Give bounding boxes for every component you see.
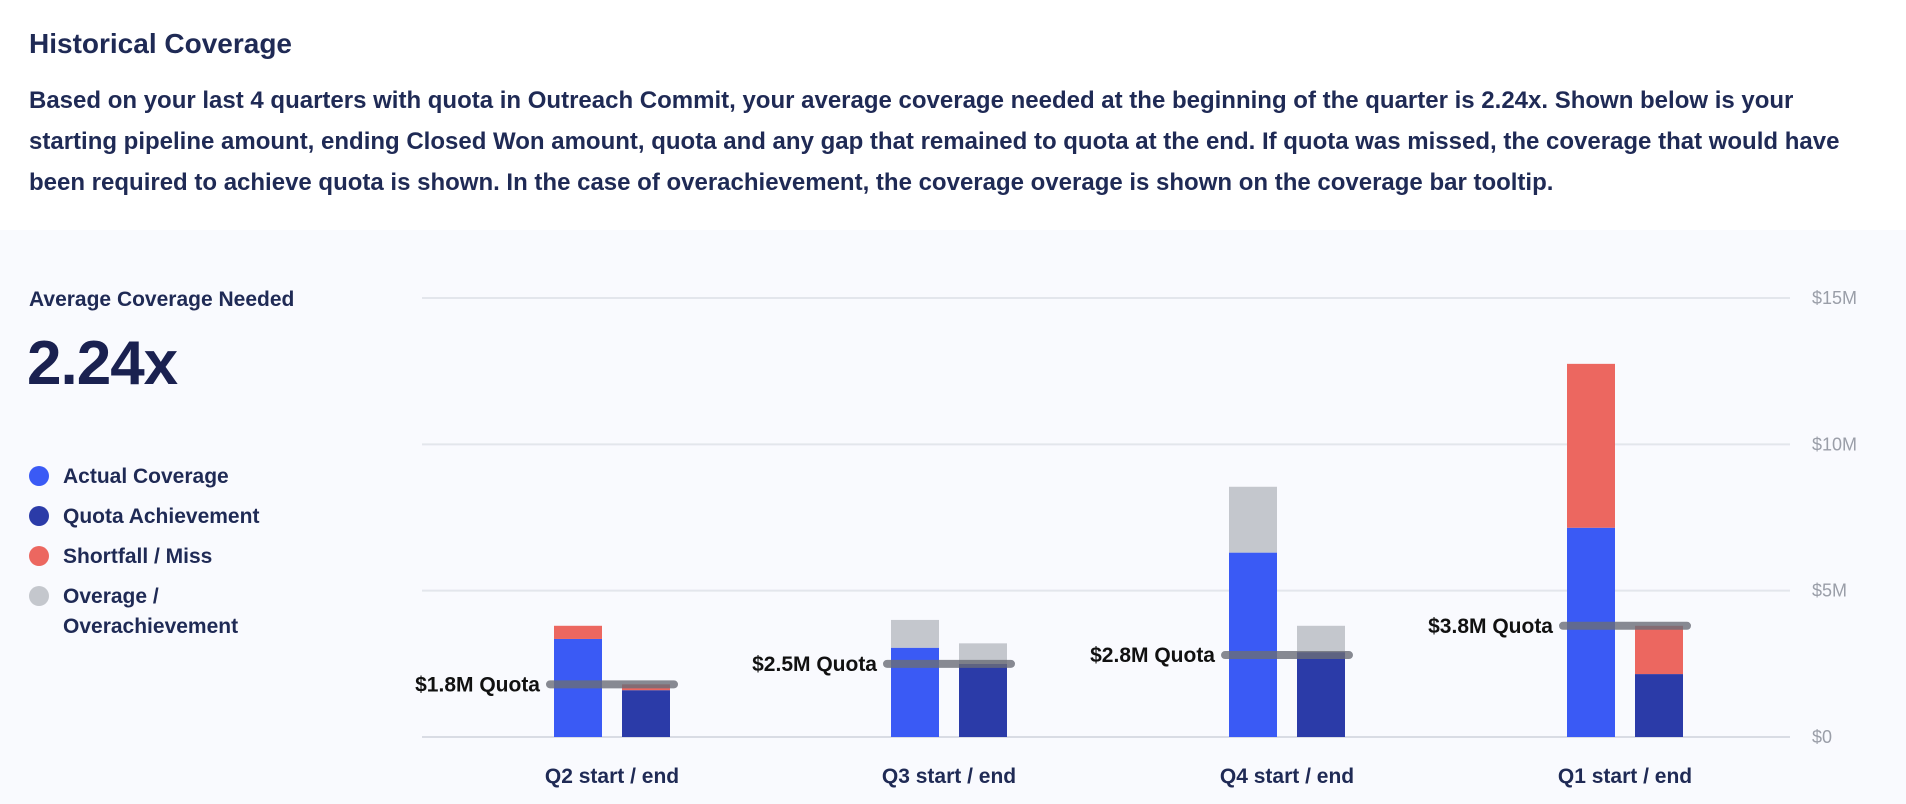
legend-label: Overage / Overachievement (63, 585, 239, 638)
description-text: Based on your last 4 quarters with quota… (29, 87, 1840, 196)
average-coverage-label: Average Coverage Needed (29, 288, 295, 311)
legend-item-overage: Overage / Overachievement (29, 582, 349, 642)
legend-label: Actual Coverage (63, 465, 229, 488)
legend-item-shortfall: Shortfall / Miss (29, 542, 349, 572)
legend-item-quota-achievement: Quota Achievement (29, 502, 349, 532)
legend-dot-icon (29, 546, 49, 566)
legend: Actual Coverage Quota Achievement Shortf… (29, 462, 349, 652)
legend-label: Quota Achievement (63, 505, 260, 528)
page-title: Historical Coverage (29, 28, 292, 59)
legend-label: Shortfall / Miss (63, 545, 213, 568)
legend-dot-icon (29, 466, 49, 486)
legend-item-actual-coverage: Actual Coverage (29, 462, 349, 492)
header: Historical Coverage Based on your last 4… (0, 0, 1906, 230)
average-coverage-value: 2.24x (27, 329, 178, 398)
legend-dot-icon (29, 506, 49, 526)
legend-dot-icon (29, 586, 49, 606)
